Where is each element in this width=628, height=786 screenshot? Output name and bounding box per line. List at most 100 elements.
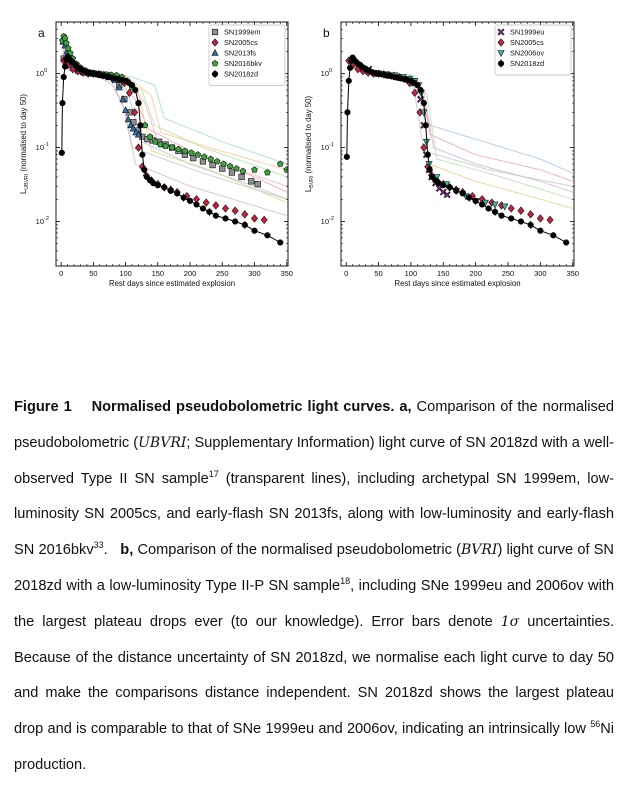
plot-area xyxy=(58,32,288,246)
data-point-sn2005cs xyxy=(231,206,239,215)
y-tick-label: 10 xyxy=(36,143,44,152)
data-point-sn2016bkv xyxy=(162,142,169,149)
data-point-sn2018zd xyxy=(58,149,65,156)
data-point-sn1999em xyxy=(228,169,236,176)
data-point-sn2018zd xyxy=(453,187,460,194)
data-point-sn1999eu xyxy=(443,191,451,199)
caption-b-math-2: 1σ xyxy=(500,613,520,630)
caption-b-text-4: uncertainties. Because of the distance u… xyxy=(14,613,615,738)
caption-a-text-2: ; Supplementary Information) light curve… xyxy=(14,434,614,487)
legend-marker-sn2016bkv xyxy=(211,60,219,67)
data-point-sn2005cs xyxy=(260,215,268,225)
legend-label: SN2016bkv xyxy=(224,59,262,68)
caption-title: Normalised pseudobolometric light curves… xyxy=(91,399,395,415)
data-point-sn2018zd xyxy=(508,215,515,222)
data-point-sn2005cs xyxy=(536,214,544,223)
data-point-sn2018zd xyxy=(414,82,421,89)
legend-label: SN2013fs xyxy=(224,49,256,58)
data-point-sn2006ov xyxy=(420,109,428,117)
data-point-sn2018zd xyxy=(206,208,213,215)
data-point-sn2018zd xyxy=(60,73,67,81)
comparison-line xyxy=(347,62,573,187)
data-point-sn2005cs xyxy=(488,198,496,207)
data-point-sn2018zd xyxy=(472,197,479,204)
x-tick-label: 0 xyxy=(344,269,348,278)
data-point-sn2005cs xyxy=(134,143,142,152)
x-tick-label: 300 xyxy=(248,269,261,278)
data-point-sn2016bkv xyxy=(63,39,70,46)
x-tick-label: 100 xyxy=(119,269,132,278)
y-tick-label: 10 xyxy=(321,69,329,78)
data-point-sn2016bkv xyxy=(239,167,247,174)
data-point-sn2018zd xyxy=(485,205,492,212)
panel-label: a xyxy=(38,26,45,40)
x-tick-label: 200 xyxy=(184,269,197,278)
x-tick-label: 150 xyxy=(437,269,450,278)
caption-panel-a-label: a, xyxy=(399,399,412,415)
data-point-sn2018zd xyxy=(61,63,69,70)
data-point-sn2016bkv xyxy=(251,166,258,173)
x-tick-label: 250 xyxy=(502,269,515,278)
y-tick-exponent: 0 xyxy=(329,68,332,74)
data-point-sn2005cs xyxy=(241,210,249,219)
data-point-sn2018zd xyxy=(426,166,433,173)
data-point-sn2018zd xyxy=(135,99,142,107)
data-point-sn2018zd xyxy=(343,153,350,160)
x-tick-label: 350 xyxy=(280,269,293,278)
data-point-sn2018zd xyxy=(199,205,207,212)
comparison-line xyxy=(347,62,573,193)
caption-b-text-3: , including SNe 1999eu and 2006ov with t… xyxy=(14,577,614,630)
data-point-sn2016bkv xyxy=(157,141,164,148)
data-point-sn2016bkv xyxy=(175,145,182,153)
data-point-sn1999em xyxy=(190,155,197,162)
data-point-sn2016bkv xyxy=(181,147,189,154)
caption-a-text-1: Comparison of the normalised pseudobolom… xyxy=(14,399,614,451)
caption-a-ref-2: 33 xyxy=(93,540,104,551)
x-tick-label: 350 xyxy=(566,269,579,278)
data-point-sn2018zd xyxy=(550,232,557,239)
x-tick-label: 0 xyxy=(59,269,63,278)
x-tick-label: 100 xyxy=(405,269,418,278)
data-point-sn2018zd xyxy=(161,184,168,191)
legend-marker-sn2018zd xyxy=(497,60,505,67)
data-point-sn2018zd xyxy=(137,122,144,129)
data-point-sn2018zd xyxy=(440,182,447,189)
y-tick-exponent: -2 xyxy=(44,216,49,222)
legend-label: SN2006ov xyxy=(510,49,544,58)
legend-marker-sn2013fs xyxy=(211,48,219,56)
data-point-sn2018zd xyxy=(491,208,499,215)
data-point-sn2016bkv xyxy=(200,153,208,160)
data-point-sn2018zd xyxy=(478,201,486,208)
data-point-sn2018zd xyxy=(459,190,466,197)
data-point-sn2018zd xyxy=(193,201,200,208)
data-point-sn2018zd xyxy=(186,197,194,204)
data-point-sn2018zd xyxy=(498,212,505,219)
legend-marker-sn2018zd xyxy=(211,70,219,78)
caption-label: Figure 1 xyxy=(14,399,72,415)
data-point-sn2018zd xyxy=(174,190,181,197)
y-tick-label: 10 xyxy=(36,217,44,226)
legend-marker-sn2006ov xyxy=(497,50,505,58)
data-point-sn2013fs xyxy=(124,115,132,123)
data-point-sn2016bkv xyxy=(264,169,271,176)
figure-caption: Figure 1 Normalised pseudobolometric lig… xyxy=(14,390,614,784)
caption-a-text-3: (transparent lines), including archetypa… xyxy=(14,470,614,559)
data-point-sn2006ov xyxy=(491,201,499,209)
data-point-sn1999em xyxy=(248,178,255,185)
data-point-sn2013fs xyxy=(134,130,143,138)
legend-label: SN2018zd xyxy=(510,59,544,68)
data-point-sn2018zd xyxy=(128,82,136,89)
caption-b-text-5: Ni production. xyxy=(14,721,614,773)
caption-a-text-4: . xyxy=(103,542,108,559)
data-point-sn2016bkv xyxy=(64,44,72,52)
data-point-sn2016bkv xyxy=(213,157,221,165)
data-point-sn2005cs xyxy=(212,201,220,210)
data-point-sn2013fs xyxy=(127,121,135,129)
data-point-sn2005cs xyxy=(125,88,133,98)
data-point-sn2016bkv xyxy=(283,166,288,173)
data-point-sn2018zd xyxy=(59,99,66,107)
data-point-sn2016bkv xyxy=(233,165,240,172)
